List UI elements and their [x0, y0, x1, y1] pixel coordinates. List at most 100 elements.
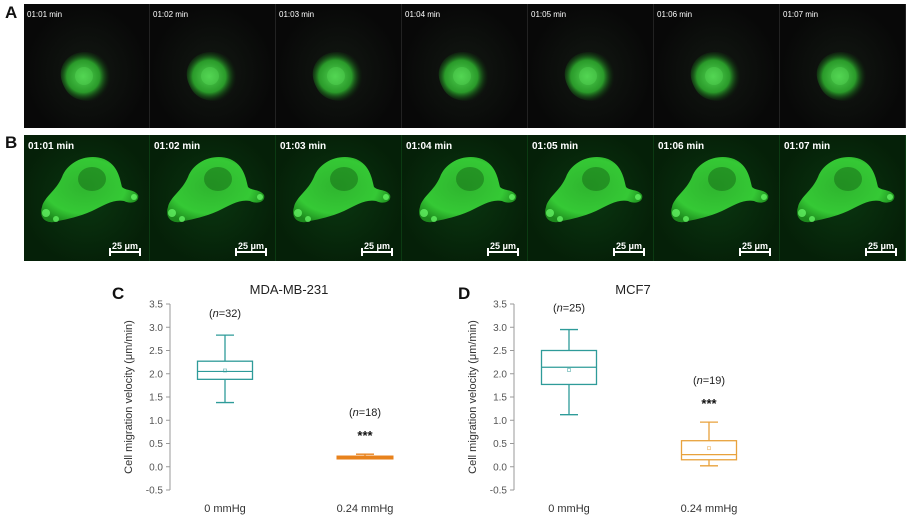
y-tick-label: 0.5 — [493, 439, 507, 450]
frame-time-label: 01:01 min — [27, 10, 63, 19]
y-tick-label: 1.0 — [493, 416, 507, 427]
scale-bar-line — [487, 248, 489, 256]
timelapse-frame: 01:07 min 25 μm — [780, 135, 906, 261]
frame-time-label: 01:04 min — [406, 141, 453, 152]
scale-bar-line — [769, 248, 771, 256]
timelapse-strip-a: 01:01 min 01:02 min 01:03 min 01:04 min 01:0… — [24, 4, 906, 128]
scale-bar-line — [139, 248, 141, 256]
scale-bar: 25 μm — [107, 241, 143, 257]
sample-size-label: (n=18) — [349, 407, 381, 419]
y-axis-label: Cell migration velocity (μm/min) — [467, 320, 479, 474]
scale-bar-line — [613, 251, 645, 253]
x-category-label: 0 mmHg — [548, 503, 590, 515]
y-tick-label: 3.0 — [149, 323, 163, 334]
scale-bar-line — [391, 248, 393, 256]
fluorescent-cell-image — [60, 51, 111, 101]
scale-bar-label: 25 μm — [237, 241, 265, 251]
timelapse-frame: 01:04 min — [402, 4, 528, 128]
scale-bar: 25 μm — [485, 241, 521, 257]
y-tick-label: 1.5 — [149, 393, 163, 404]
timelapse-frame: 01:02 min 25 μm — [150, 135, 276, 261]
scale-bar-label: 25 μm — [615, 241, 643, 251]
scale-bar: 25 μm — [359, 241, 395, 257]
y-tick-label: 3.5 — [493, 300, 507, 311]
frame-time-label: 01:05 min — [531, 10, 567, 19]
scale-bar-line — [739, 251, 771, 253]
scale-bar-line — [487, 251, 519, 253]
y-tick-label: 3.5 — [149, 300, 163, 311]
scale-bar: 25 μm — [611, 241, 647, 257]
timelapse-frame: 01:03 min — [276, 4, 402, 128]
mean-marker — [707, 446, 711, 451]
scale-bar-label: 25 μm — [741, 241, 769, 251]
scale-bar-line — [613, 248, 615, 256]
panel-letter-a: A — [5, 3, 18, 22]
y-tick-label: 2.0 — [493, 369, 507, 380]
frame-time-label: 01:03 min — [279, 10, 315, 19]
x-category-label: 0.24 mmHg — [337, 503, 394, 515]
scale-bar-line — [865, 251, 897, 253]
scale-bar-label: 25 μm — [489, 241, 517, 251]
y-tick-label: 1.0 — [149, 416, 163, 427]
timelapse-frame: 01:06 min 25 μm — [654, 135, 780, 261]
fluorescent-cell-image — [564, 51, 615, 101]
x-category-label: 0 mmHg — [204, 503, 246, 515]
timelapse-frame: 01:05 min — [528, 4, 654, 128]
fluorescent-cell-image — [816, 51, 867, 101]
frame-time-label: 01:02 min — [153, 10, 189, 19]
timelapse-frame: 01:01 min 25 μm — [24, 135, 150, 261]
x-category-label: 0.24 mmHg — [681, 503, 738, 515]
y-tick-label: 3.0 — [493, 323, 507, 334]
scale-bar-line — [517, 248, 519, 256]
panel-letter-c: C — [112, 284, 125, 303]
scale-bar-line — [235, 251, 267, 253]
significance-marker: *** — [701, 396, 717, 411]
scale-bar-line — [265, 248, 267, 256]
y-tick-label: -0.5 — [146, 486, 164, 497]
scale-bar-label: 25 μm — [363, 241, 391, 251]
y-tick-label: 2.5 — [149, 346, 163, 357]
mean-marker — [223, 368, 227, 373]
panel-letter-d: D — [458, 284, 471, 303]
frame-time-label: 01:07 min — [784, 141, 831, 152]
fluorescent-cell-image — [690, 51, 741, 101]
box-iqr — [680, 440, 738, 461]
y-tick-label: -0.5 — [490, 486, 508, 497]
fluorescent-cell-image — [797, 157, 895, 223]
frame-time-label: 01:06 min — [658, 141, 705, 152]
chart-title: MCF7 — [615, 282, 650, 297]
mean-marker — [363, 455, 367, 460]
timelapse-frame: 01:04 min 25 μm — [402, 135, 528, 261]
scale-bar: 25 μm — [233, 241, 269, 257]
fluorescent-cell-image — [545, 157, 643, 223]
sample-size-label: (n=25) — [553, 303, 585, 315]
scale-bar-label: 25 μm — [111, 241, 139, 251]
fluorescent-cell-image — [312, 51, 363, 101]
scale-bar: 25 μm — [863, 241, 899, 257]
fluorescent-cell-image — [293, 157, 391, 223]
box-chart-mda-mb-231: MDA-MB-231 Cell migration velocity (μm/mi… — [123, 282, 394, 515]
frame-time-label: 01:05 min — [532, 141, 579, 152]
fluorescent-cell-image — [167, 157, 265, 223]
timelapse-frame: 01:03 min 25 μm — [276, 135, 402, 261]
scale-bar-line — [643, 248, 645, 256]
fluorescent-cell-image — [186, 51, 237, 101]
frame-time-label: 01:06 min — [657, 10, 693, 19]
timelapse-frame: 01:01 min — [24, 4, 150, 128]
y-tick-label: 2.0 — [149, 369, 163, 380]
y-tick-label: 1.5 — [493, 393, 507, 404]
significance-marker: *** — [357, 428, 373, 443]
scale-bar-line — [235, 248, 237, 256]
sample-size-label: (n=19) — [693, 375, 725, 387]
fluorescent-cell-image — [41, 157, 139, 223]
y-tick-label: 0.0 — [493, 462, 507, 473]
scale-bar-line — [109, 251, 141, 253]
frame-time-label: 01:04 min — [405, 10, 441, 19]
frame-time-label: 01:01 min — [28, 141, 75, 152]
scale-bar-line — [361, 251, 393, 253]
frame-time-label: 01:02 min — [154, 141, 201, 152]
timelapse-frame: 01:07 min — [780, 4, 906, 128]
scale-bar-line — [109, 248, 111, 256]
panel-letter-b: B — [5, 133, 18, 152]
y-tick-label: 0.5 — [149, 439, 163, 450]
